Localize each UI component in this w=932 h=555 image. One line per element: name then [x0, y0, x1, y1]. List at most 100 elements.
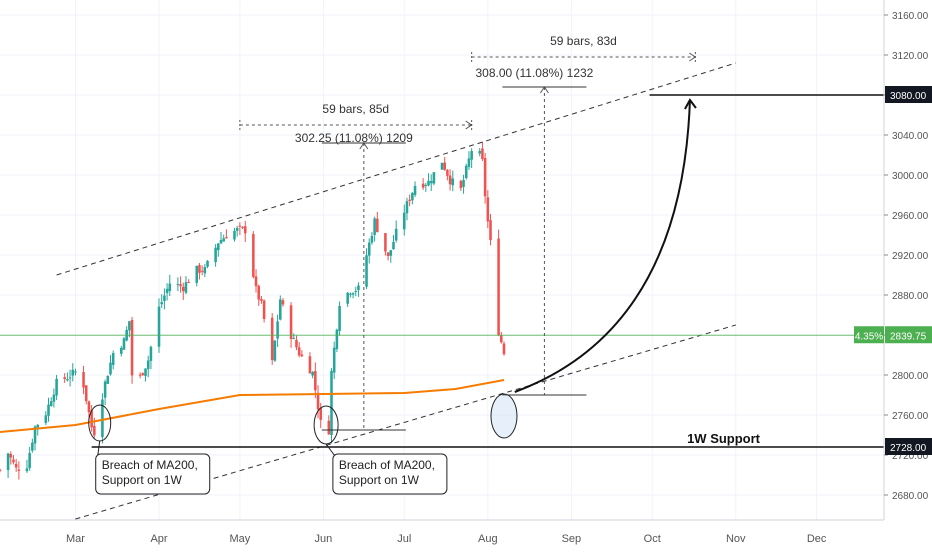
candle-body — [470, 151, 473, 160]
candle — [330, 368, 333, 444]
candle-body — [31, 442, 34, 451]
candle-body — [93, 425, 96, 436]
candle — [160, 294, 163, 308]
candle-body — [335, 329, 339, 350]
candle — [146, 355, 150, 378]
candle-body — [297, 347, 301, 356]
candle-body — [257, 285, 261, 300]
candle-body — [489, 220, 492, 240]
candle — [370, 232, 374, 245]
candle-body — [467, 158, 471, 167]
candle-body — [163, 295, 166, 302]
candle-body — [281, 300, 285, 305]
candle-body — [483, 158, 487, 197]
candle — [74, 368, 77, 376]
candle — [446, 169, 449, 181]
candle — [448, 169, 452, 191]
candle — [203, 263, 207, 278]
candle — [483, 152, 487, 204]
candle-body — [222, 238, 225, 242]
candle — [241, 226, 244, 230]
candle-body — [214, 247, 217, 263]
candle — [71, 363, 75, 382]
candle-body — [316, 392, 320, 410]
current-price-tag — [885, 326, 932, 344]
annotations: 59 bars, 85d 302.25 (11.08%) 1209 59 bars,… — [0, 34, 884, 520]
candle — [103, 379, 107, 406]
candle — [125, 326, 128, 342]
callout-box — [332, 453, 448, 495]
candle — [500, 332, 503, 344]
candle-body — [314, 371, 317, 391]
candle — [367, 238, 371, 264]
candle — [233, 227, 236, 242]
candle-body — [432, 172, 436, 184]
candle-body — [500, 335, 503, 343]
price-axis-label: 2960.00 — [892, 211, 929, 222]
candle-body — [25, 468, 29, 472]
candle-body — [367, 242, 371, 256]
measure-bars-label: 59 bars, 83d — [550, 34, 617, 48]
candle — [389, 250, 393, 263]
candle — [316, 385, 320, 419]
candle-body — [200, 270, 204, 272]
candle-body — [424, 184, 428, 186]
measure-bars-label: 59 bars, 85d — [322, 102, 389, 116]
candle — [451, 170, 455, 192]
candle-body — [74, 371, 77, 373]
candle-body — [146, 360, 150, 370]
candle — [243, 220, 247, 242]
price-axis-label: 3120.00 — [892, 51, 929, 62]
candle-body — [330, 370, 333, 435]
candle — [392, 235, 395, 250]
candle-body — [36, 424, 40, 428]
candle-body — [219, 240, 223, 244]
price-axis-label: 3160.00 — [892, 11, 929, 22]
measure-bars-arrowhead — [689, 52, 697, 62]
candle-body — [49, 401, 53, 406]
candle-body — [87, 401, 91, 413]
channel-upper-line — [56, 62, 736, 276]
candle-body — [270, 317, 274, 361]
candle — [130, 316, 134, 384]
highlight-ellipse — [313, 405, 339, 445]
candle — [106, 375, 110, 385]
candle-body — [241, 226, 244, 228]
level-tag-text: 2728.00 — [890, 443, 927, 454]
candle-body — [292, 338, 296, 340]
candle-body — [138, 374, 142, 376]
candle — [52, 388, 56, 408]
candle-body — [198, 265, 201, 273]
candle — [157, 298, 161, 353]
candle — [111, 350, 115, 370]
candle — [198, 262, 201, 280]
candle-body — [446, 169, 449, 176]
time-axis-label: Sep — [562, 533, 582, 545]
candle — [297, 342, 301, 358]
candle — [6, 452, 10, 478]
candle-body — [90, 410, 93, 428]
candle — [225, 229, 228, 239]
candle-body — [168, 283, 172, 291]
candle-body — [411, 192, 414, 201]
candle-body — [338, 305, 341, 331]
candle — [128, 321, 131, 338]
candle-body — [149, 346, 153, 361]
candle — [314, 362, 317, 399]
candle-body — [384, 233, 387, 252]
candle — [394, 220, 398, 243]
ma200-layer — [0, 379, 505, 433]
candle-body — [502, 343, 506, 355]
candle — [252, 231, 255, 279]
candle — [405, 197, 409, 221]
candle — [376, 211, 379, 233]
price-axis-label: 2760.00 — [892, 411, 929, 422]
candle-body — [84, 385, 88, 402]
candle-body — [28, 453, 31, 469]
candle — [25, 459, 29, 473]
candle — [262, 299, 266, 323]
price-axis-label: 2920.00 — [892, 251, 929, 262]
candle-body — [332, 347, 336, 373]
